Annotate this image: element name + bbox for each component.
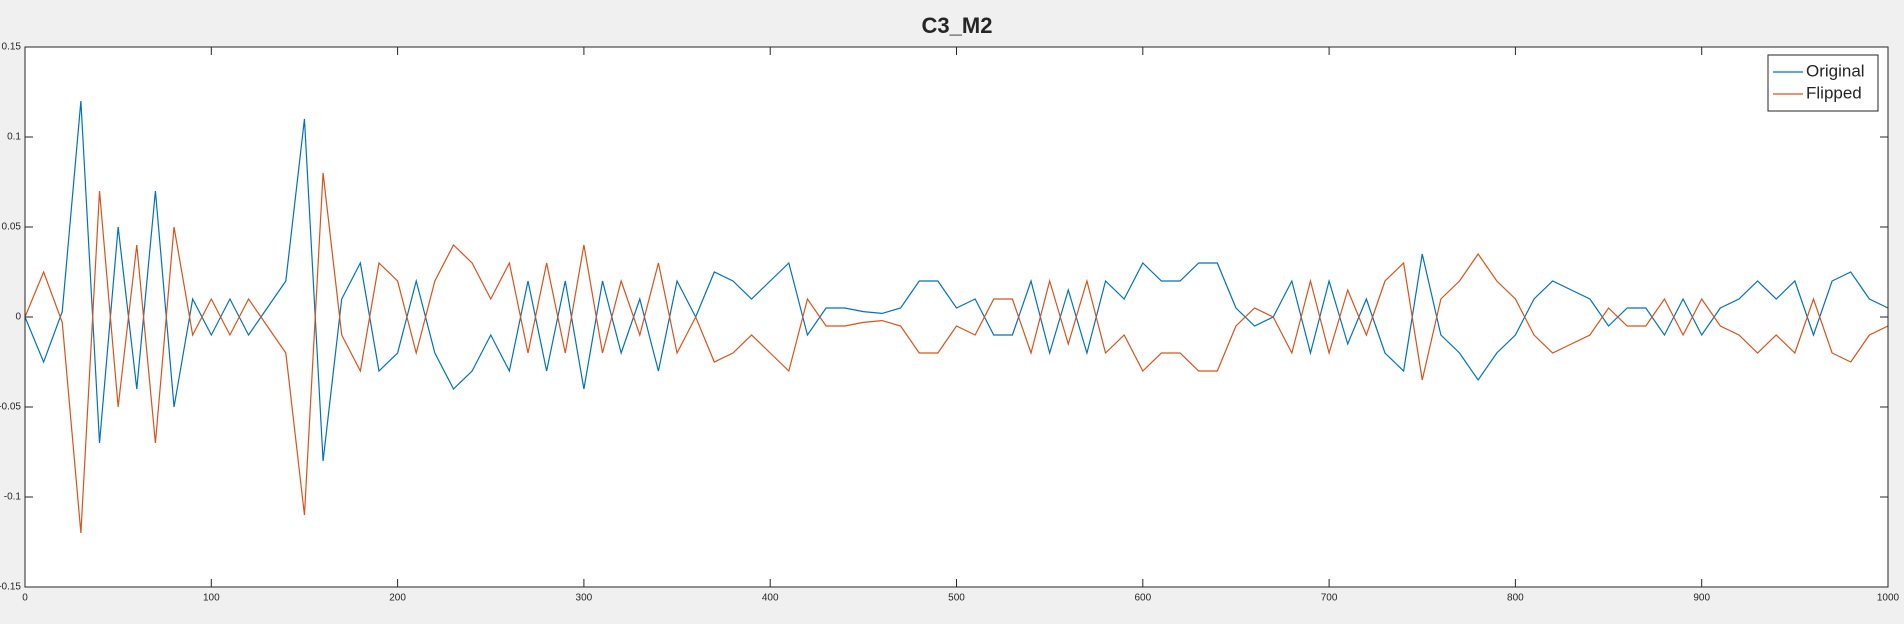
y-tick-label: 0 xyxy=(15,312,21,323)
y-tick-label: -0.05 xyxy=(0,402,21,413)
x-tick-label: 1000 xyxy=(1877,593,1900,604)
x-tick-label: 200 xyxy=(389,593,406,604)
plot-area xyxy=(25,47,1888,587)
series-line xyxy=(24,172,1889,534)
x-tick-label: 500 xyxy=(948,593,965,604)
x-tick-label: 900 xyxy=(1693,593,1710,604)
y-tick-label: 0.05 xyxy=(2,222,22,233)
legend-label: Flipped xyxy=(1806,83,1862,102)
y-tick-label: 0.15 xyxy=(2,42,22,53)
y-tick-label: 0.1 xyxy=(7,132,21,143)
y-tick-label: -0.1 xyxy=(4,492,22,503)
legend-box xyxy=(1767,54,1879,112)
x-tick-label: 0 xyxy=(22,593,28,604)
x-tick-label: 400 xyxy=(762,593,779,604)
x-tick-label: 300 xyxy=(576,593,593,604)
chart-title: C3_M2 xyxy=(922,13,993,38)
x-tick-label: 100 xyxy=(203,593,220,604)
y-tick-label: -0.15 xyxy=(0,582,21,593)
plot-frame xyxy=(24,46,1889,588)
x-tick-label: 800 xyxy=(1507,593,1524,604)
series-line xyxy=(24,100,1889,462)
legend-label: Original xyxy=(1806,61,1865,80)
x-tick-label: 700 xyxy=(1321,593,1338,604)
x-tick-label: 600 xyxy=(1134,593,1151,604)
